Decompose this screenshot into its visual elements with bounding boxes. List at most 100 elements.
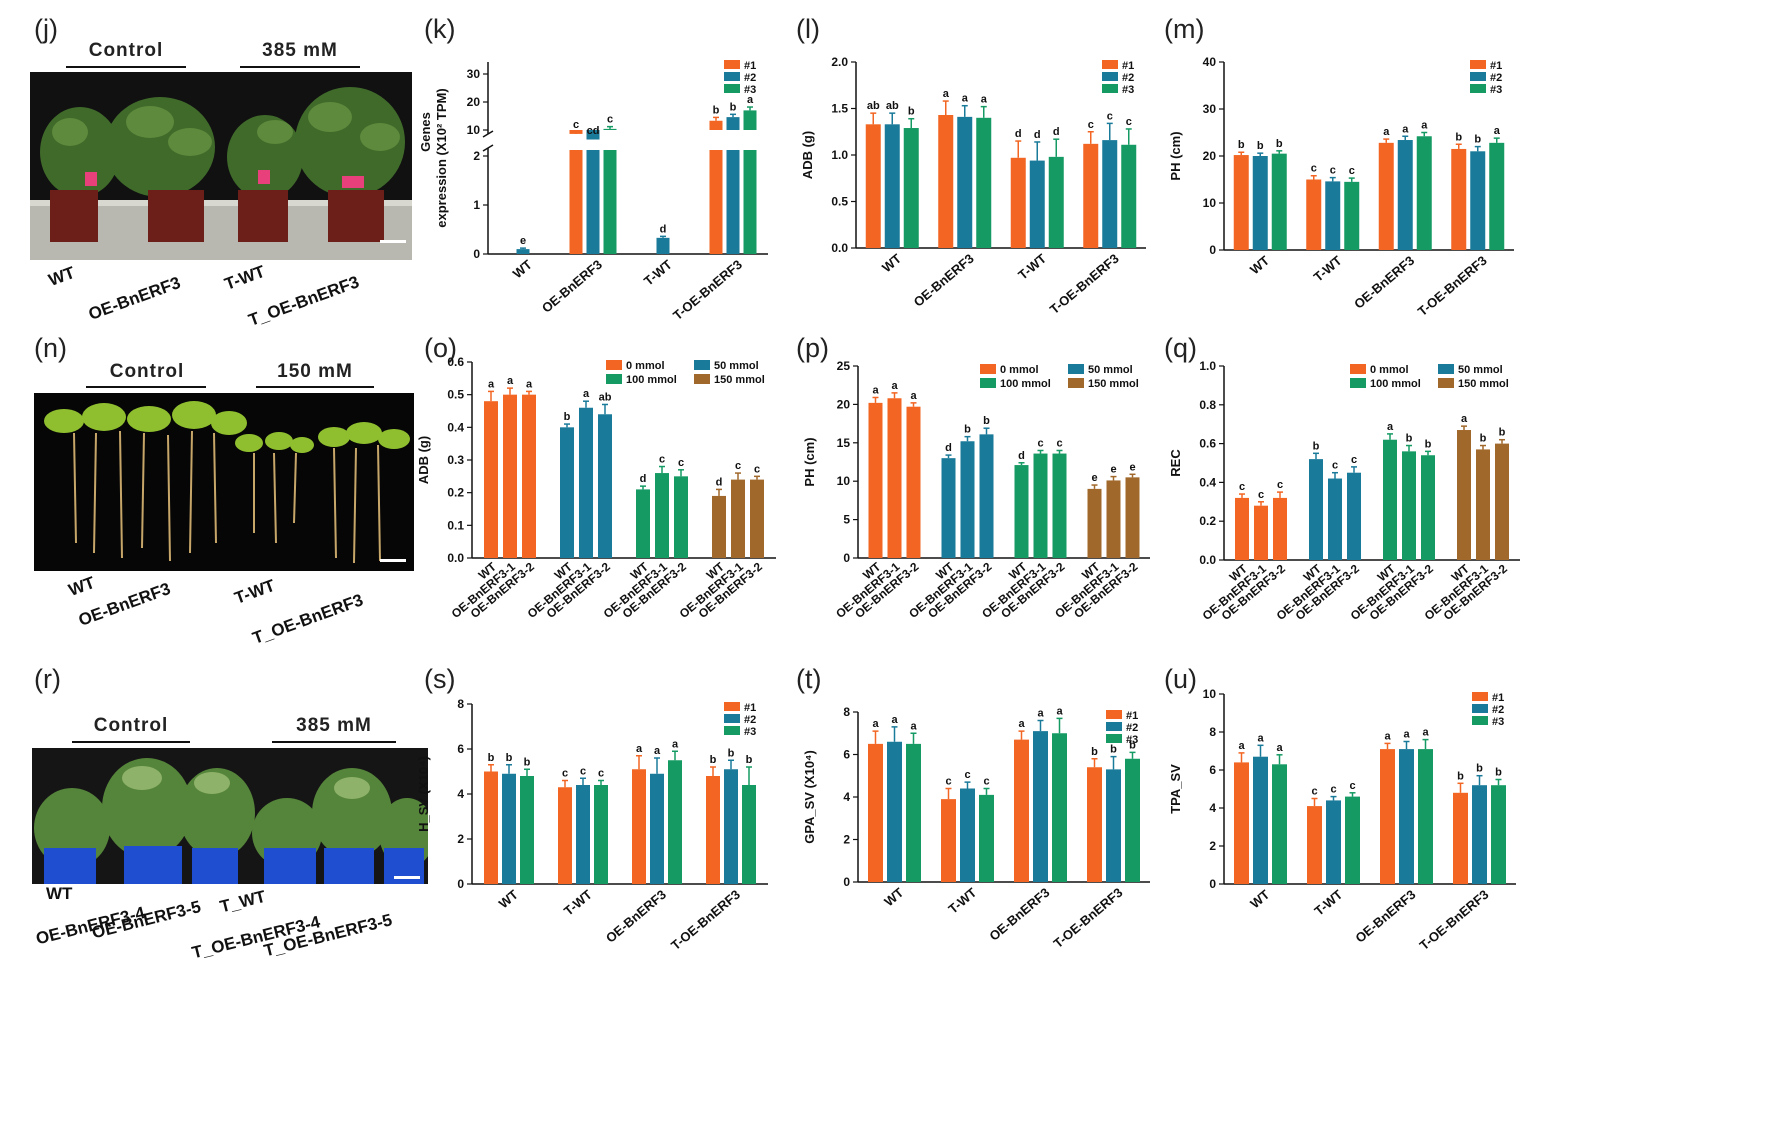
k-bar-upper-3-2 xyxy=(743,110,757,130)
l-sig-letter-3-0: c xyxy=(1088,119,1094,131)
k-legend-label-2: #3 xyxy=(744,84,756,96)
t-bar-3-2 xyxy=(1125,758,1140,882)
l-sig-letter-0-2: b xyxy=(908,106,915,118)
p-y-tick-label-5: 25 xyxy=(837,359,851,373)
u-y-tick-label-3: 6 xyxy=(1209,763,1216,777)
s-y-tick-label-0: 0 xyxy=(457,877,464,891)
k-axis-break-mark-1 xyxy=(482,130,494,138)
p-y-tick-label-3: 15 xyxy=(837,436,851,450)
s-sig-letter-1-0: c xyxy=(562,768,568,780)
s-category-label-2: OE-BnERF3 xyxy=(603,887,669,946)
u-sig-letter-1-0: c xyxy=(1311,786,1317,798)
o-legend-swatch-2 xyxy=(606,374,622,384)
k-y-tick-label-upper-0: 10 xyxy=(467,123,481,137)
q-legend-label-1: 50 mmol xyxy=(1458,364,1503,376)
m-category-label-2: OE-BnERF3 xyxy=(1351,253,1417,312)
o-bar-3-2 xyxy=(750,479,764,558)
panel-label-u: (u) xyxy=(1164,664,1197,694)
photo-r-treatment-heading: 385 mM xyxy=(296,715,372,736)
u-category-label-1: T-WT xyxy=(1311,887,1345,919)
t-sig-letter-2-0: a xyxy=(1018,718,1025,730)
u-category-label-2: OE-BnERF3 xyxy=(1352,887,1418,946)
s-category-label-1: T-WT xyxy=(561,887,595,919)
o-y-tick-label-6: 0.6 xyxy=(447,355,464,369)
m-category-label-3: T-OE-BnERF3 xyxy=(1415,253,1490,319)
q-sig-letter-3-0: a xyxy=(1461,413,1468,425)
photo-n-caption-4: T_OE-BnERF3 xyxy=(250,590,366,648)
q-sig-letter-0-1: c xyxy=(1258,489,1264,501)
m-sig-letter-2-2: a xyxy=(1421,120,1428,132)
m-legend-swatch-1 xyxy=(1470,72,1486,81)
l-bar-3-1 xyxy=(1102,140,1118,248)
l-bar-1-2 xyxy=(976,117,992,248)
l-sig-letter-2-2: d xyxy=(1053,126,1060,138)
l-bar-2-0 xyxy=(1010,157,1026,248)
q-legend-label-2: 100 mmol xyxy=(1370,378,1421,390)
k-y-tick-label-lower-1: 1 xyxy=(473,198,480,212)
t-y-tick-label-3: 6 xyxy=(843,748,850,762)
l-y-tick-label-1: 0.5 xyxy=(831,195,848,209)
photo-n-control-heading: Control xyxy=(109,361,185,382)
p-bar-3-1 xyxy=(1106,480,1121,558)
photo-r-caption-1: WT xyxy=(46,884,73,903)
p-y-tick-label-0: 0 xyxy=(843,551,850,565)
t-legend-label-1: #2 xyxy=(1126,722,1138,734)
q-y-axis-label: REC xyxy=(1168,449,1183,477)
k-bar-lower-1-0 xyxy=(569,150,583,254)
s-bar-2-1 xyxy=(650,773,664,884)
p-sig-letter-3-1: e xyxy=(1110,464,1116,476)
l-sig-letter-3-2: c xyxy=(1126,116,1132,128)
o-legend-label-1: 50 mmol xyxy=(714,360,759,372)
p-bar-2-0 xyxy=(1014,465,1029,558)
p-sig-letter-2-2: c xyxy=(1056,437,1062,449)
u-bar-2-0 xyxy=(1380,749,1395,884)
panel-label-l: (l) xyxy=(796,14,820,44)
k-bar-lower-3-0 xyxy=(709,150,723,254)
u-legend-label-0: #1 xyxy=(1492,692,1504,704)
o-bar-0-0 xyxy=(484,401,498,558)
l-legend-label-0: #1 xyxy=(1122,60,1134,72)
o-bar-0-1 xyxy=(503,394,517,558)
q-sig-letter-1-2: c xyxy=(1351,454,1357,466)
k-legend-swatch-2 xyxy=(724,84,740,93)
k-axis-break-mark-2 xyxy=(482,144,494,152)
q-sig-letter-1-0: b xyxy=(1313,440,1320,452)
u-legend-label-2: #3 xyxy=(1492,716,1504,728)
l-bar-1-1 xyxy=(957,116,973,249)
s-sig-letter-2-2: a xyxy=(672,738,679,750)
u-bar-3-0 xyxy=(1453,792,1468,884)
panel-label-o: (o) xyxy=(424,333,457,363)
q-y-tick-label-3: 0.6 xyxy=(1199,437,1216,451)
t-legend-swatch-1 xyxy=(1106,722,1122,731)
s-sig-letter-0-0: b xyxy=(488,752,495,764)
m-y-axis-label: PH (cm) xyxy=(1168,131,1183,180)
k-y-tick-label-lower-2: 2 xyxy=(473,149,480,163)
m-legend-swatch-2 xyxy=(1470,84,1486,93)
m-bar-3-0 xyxy=(1451,148,1467,250)
photo-n-caption-1: WT xyxy=(66,572,98,600)
t-bar-1-1 xyxy=(960,788,975,882)
t-sig-letter-3-2: b xyxy=(1129,739,1136,751)
o-sig-letter-2-1: c xyxy=(659,454,665,466)
t-bar-0-0 xyxy=(868,743,883,882)
l-y-tick-label-0: 0.0 xyxy=(831,241,848,255)
p-legend-swatch-2 xyxy=(980,378,996,388)
l-y-tick-label-3: 1.5 xyxy=(831,102,848,116)
q-legend-label-0: 0 mmol xyxy=(1370,364,1409,376)
o-bar-1-1 xyxy=(579,407,593,558)
m-bar-0-1 xyxy=(1252,156,1268,250)
o-bar-2-2 xyxy=(674,476,688,558)
l-bar-0-0 xyxy=(865,124,881,248)
p-legend-swatch-1 xyxy=(1068,364,1084,374)
p-y-tick-label-2: 10 xyxy=(837,474,851,488)
p-bar-1-0 xyxy=(941,458,956,558)
q-sig-letter-2-0: a xyxy=(1387,421,1394,433)
k-bar-upper-3-1 xyxy=(726,117,740,130)
m-y-tick-label-2: 20 xyxy=(1203,149,1217,163)
photo-r-caption-4: T_WT xyxy=(218,886,268,917)
k-y-tick-label-upper-1: 20 xyxy=(467,95,481,109)
panel-label-n: (n) xyxy=(34,333,67,363)
